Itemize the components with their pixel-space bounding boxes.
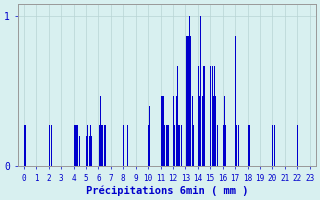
Bar xyxy=(198,66,199,166)
Bar xyxy=(204,66,205,166)
Bar xyxy=(75,125,76,166)
Bar xyxy=(89,136,90,166)
Bar xyxy=(217,125,218,166)
Bar xyxy=(192,96,193,166)
Bar xyxy=(203,66,204,166)
Bar xyxy=(86,136,87,166)
Bar xyxy=(100,96,101,166)
Bar xyxy=(91,136,92,166)
Bar xyxy=(105,125,106,166)
Bar xyxy=(190,36,191,166)
Bar xyxy=(162,96,163,166)
Bar xyxy=(236,125,237,166)
Bar xyxy=(179,125,180,166)
Bar xyxy=(178,125,179,166)
Bar xyxy=(210,66,211,166)
Bar xyxy=(25,125,26,166)
Bar xyxy=(248,125,249,166)
Bar xyxy=(168,125,169,166)
Bar xyxy=(148,125,149,166)
Bar xyxy=(214,66,215,166)
Bar xyxy=(166,125,167,166)
Bar xyxy=(49,125,50,166)
Bar xyxy=(176,96,177,166)
Bar xyxy=(90,125,91,166)
Bar xyxy=(149,106,150,166)
Bar xyxy=(87,125,88,166)
Bar xyxy=(163,96,164,166)
Bar xyxy=(127,125,128,166)
Bar xyxy=(173,96,174,166)
Bar xyxy=(249,125,250,166)
Bar xyxy=(223,125,224,166)
Bar xyxy=(189,16,190,166)
Bar xyxy=(99,125,100,166)
Bar xyxy=(161,96,162,166)
Bar xyxy=(235,36,236,166)
Bar xyxy=(76,125,77,166)
Bar xyxy=(200,16,201,166)
Bar xyxy=(193,125,194,166)
Bar xyxy=(174,125,175,166)
Bar xyxy=(297,125,298,166)
Bar xyxy=(79,136,80,166)
Bar xyxy=(167,125,168,166)
Bar xyxy=(225,125,226,166)
Bar xyxy=(74,125,75,166)
Bar xyxy=(187,36,188,166)
Bar xyxy=(104,125,105,166)
Bar xyxy=(186,36,187,166)
Bar xyxy=(199,96,200,166)
X-axis label: Précipitations 6min ( mm ): Précipitations 6min ( mm ) xyxy=(85,185,248,196)
Bar xyxy=(24,125,25,166)
Bar xyxy=(180,125,181,166)
Bar xyxy=(274,125,275,166)
Bar xyxy=(272,125,274,166)
Bar xyxy=(215,96,216,166)
Bar xyxy=(164,125,165,166)
Bar xyxy=(202,96,203,166)
Bar xyxy=(188,36,189,166)
Bar xyxy=(101,125,102,166)
Bar xyxy=(77,125,78,166)
Bar xyxy=(213,96,214,166)
Bar xyxy=(102,125,103,166)
Bar xyxy=(51,125,52,166)
Bar xyxy=(224,96,225,166)
Bar xyxy=(238,125,239,166)
Bar xyxy=(177,66,178,166)
